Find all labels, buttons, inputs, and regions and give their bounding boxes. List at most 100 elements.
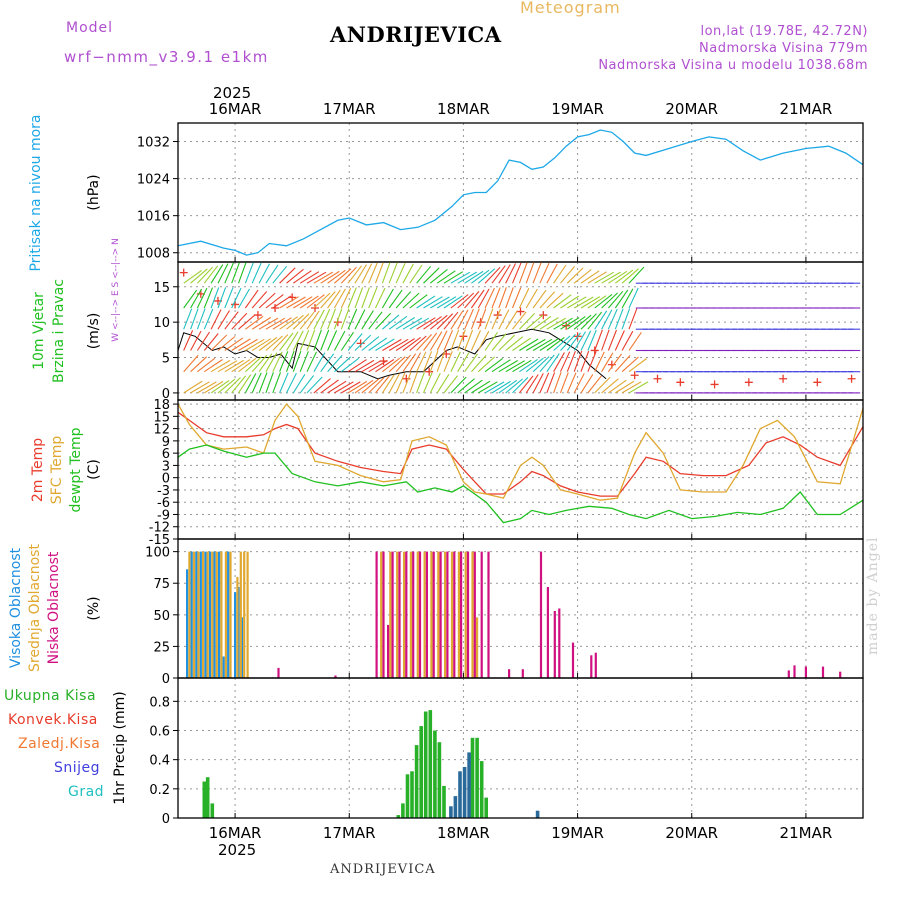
bar-srednja-oblacnost [457, 551, 460, 678]
gust-marker [813, 378, 822, 387]
wind-arrow [532, 289, 547, 309]
wind-arrow [231, 262, 240, 284]
y-tick-label: 1032 [137, 136, 170, 151]
wind-arrow [464, 291, 480, 309]
wind-arrow [587, 375, 602, 394]
bar-visoka-oblacnost [199, 551, 202, 678]
wind-arrow [334, 381, 354, 394]
wind-arrow [279, 372, 289, 394]
wind-arrow [621, 381, 642, 394]
wind-arrow [347, 359, 367, 373]
wind-arrow [395, 372, 406, 394]
wind-arrow [457, 309, 469, 330]
wind-arrow [566, 350, 576, 372]
wind-arrow [608, 270, 628, 284]
wind-arrow [395, 317, 415, 330]
wind-arrow [628, 266, 645, 284]
wind-arrow [594, 293, 613, 309]
wind-arrow [477, 308, 487, 330]
wind-arrow [560, 295, 580, 309]
wind-arrow [443, 311, 459, 330]
wind-arrow [388, 289, 403, 309]
bar-srednja-oblacnost [192, 551, 196, 678]
wind-arrow [313, 378, 331, 394]
wind-arrow [203, 359, 223, 373]
bar-srednja-oblacnost [409, 551, 412, 678]
wind-arrow [491, 287, 501, 309]
panel-frame [177, 538, 864, 679]
unit-label: (hPa) [86, 174, 102, 210]
wind-arrow [183, 269, 202, 284]
wind-arrow [292, 374, 306, 394]
wind-arrow [498, 264, 511, 284]
wind-arrow [340, 266, 357, 284]
wind-arrow [409, 317, 430, 330]
wind-arrow [511, 287, 522, 309]
wind-arrow [525, 262, 535, 284]
wind-arrow [217, 336, 236, 351]
wind-arrow [306, 310, 320, 330]
bar-ukupna-kisa [410, 771, 414, 818]
wind-arrow [272, 372, 282, 394]
wind-arrow [608, 379, 627, 394]
wind-arrow [251, 372, 262, 394]
wind-arrow [409, 294, 428, 309]
wind-arrow [183, 308, 193, 330]
gust-marker [516, 307, 525, 316]
bar-niska-oblacnost [571, 642, 575, 678]
wind-arrow [505, 360, 525, 373]
wind-arrow [470, 289, 485, 309]
gust-marker [425, 367, 434, 376]
bar-niska-oblacnost [425, 551, 428, 678]
wind-arrow [614, 269, 634, 284]
wind-arrow [416, 295, 436, 309]
y-tick-label: 9 [162, 435, 170, 450]
gust-marker [847, 374, 856, 383]
wind-arrow [244, 262, 254, 284]
bottom-date-label: 19MAR [551, 824, 604, 842]
wind-arrow [368, 311, 383, 330]
wind-arrow [464, 329, 474, 351]
wind-arrow [416, 265, 432, 284]
wind-arrow [196, 287, 208, 309]
gust-marker [744, 378, 753, 387]
bar-niska-oblacnost [460, 551, 463, 678]
wind-arrow [429, 268, 448, 284]
wind-arrow [292, 330, 304, 351]
gust-marker [676, 378, 685, 387]
precip-legend-item: Snijeg [54, 760, 100, 776]
y-tick-label: 10 [153, 316, 170, 331]
wind-arrow [553, 264, 567, 284]
bar-srednja-oblacnost [403, 551, 406, 678]
bar-ukupna-kisa [470, 737, 475, 818]
wind-arrow [429, 331, 443, 351]
bar-niska-oblacnost [521, 669, 524, 678]
wind-arrow [231, 359, 251, 373]
precip-legend-item: Grad [68, 784, 104, 800]
wind-arrow [498, 360, 518, 373]
wind-arrow [464, 308, 474, 330]
wind-arrow [518, 262, 528, 284]
wind-arrow [204, 380, 224, 394]
wind-arrow [539, 354, 555, 373]
series-line-pressure [177, 129, 864, 256]
wind-arrow [354, 287, 364, 309]
bar-niska-oblacnost [382, 551, 385, 678]
wind-arrow [614, 330, 625, 351]
wind-arrow [477, 330, 490, 351]
wind-arrow [409, 372, 418, 394]
wind-arrow [443, 295, 463, 309]
bar-srednja-oblacnost [396, 551, 399, 678]
wind-arrow [546, 372, 556, 394]
precip-legend-item: Konvek.Kisa [8, 712, 98, 728]
wind-arrow [519, 313, 535, 330]
top-date-label: 17MAR [323, 100, 376, 118]
y-tick-label: 15 [153, 281, 170, 296]
bar-srednja-oblacnost [464, 551, 467, 678]
wind-arrow [423, 316, 442, 330]
wind-arrow [354, 379, 374, 394]
wind-arrow [395, 354, 411, 373]
wind-arrow [580, 350, 590, 372]
wind-arrow [436, 330, 448, 351]
bottom-date-label: 20MAR [665, 824, 718, 842]
